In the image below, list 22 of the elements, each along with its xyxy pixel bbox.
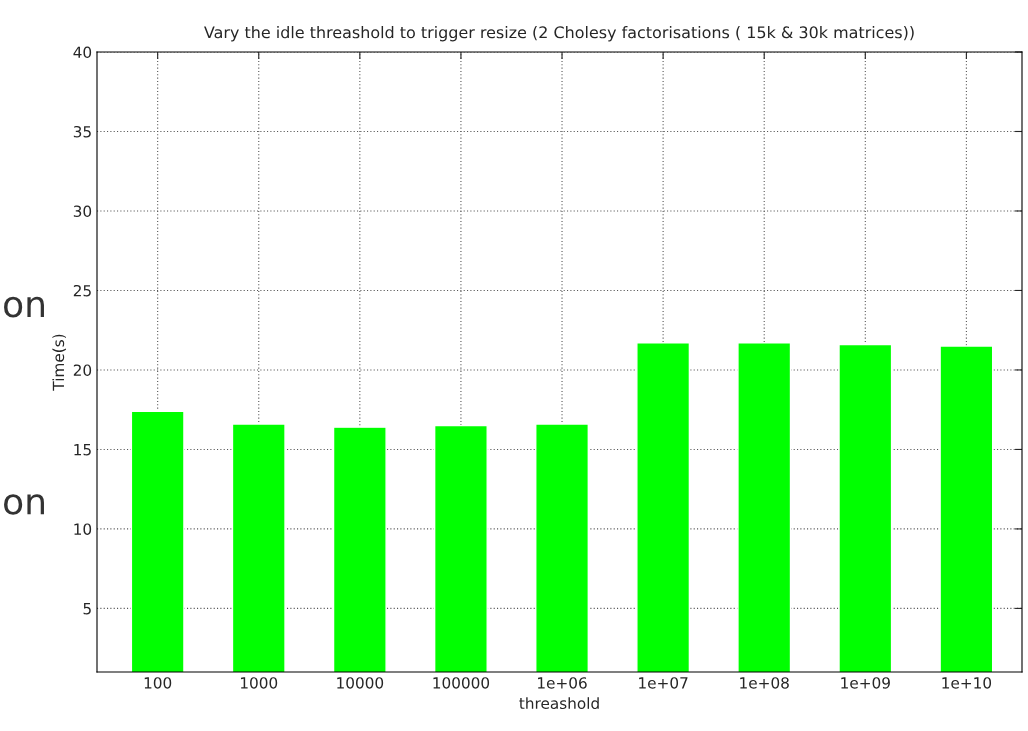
y-tick-label: 30 <box>73 205 92 217</box>
x-tick-label: 1000 <box>240 677 278 689</box>
y-tick-label: 25 <box>73 284 91 297</box>
x-tick-label: 1e+07 <box>639 677 688 689</box>
y-tick-label: 10 <box>74 523 92 535</box>
y-tick-label: 35 <box>73 125 91 138</box>
x-tick-label: 1e+06 <box>538 677 587 689</box>
x-tick-label: 10000 <box>337 677 384 689</box>
x-tick-label: 1e+09 <box>841 677 890 689</box>
x-tick-label: 100000 <box>433 677 490 689</box>
x-tick-label: 1e+08 <box>740 677 789 689</box>
chart-title: Vary the idle threashold to trigger resize (2 Cholesy factorisations ( 15k & 30k matrices)) <box>204 25 914 42</box>
x-tick-label: 1e+10 <box>942 677 992 689</box>
y-tick-label: 20 <box>73 364 92 376</box>
text: on <box>4 296 44 318</box>
y-axis-title: Time(s) <box>52 334 66 391</box>
y-tick-label: 5 <box>83 603 91 615</box>
text: on <box>4 494 44 515</box>
x-tick-label: 100 <box>144 677 172 689</box>
y-tick-label: 40 <box>73 46 92 59</box>
x-axis-title: threashold <box>519 697 599 710</box>
y-tick-label: 15 <box>74 444 91 456</box>
